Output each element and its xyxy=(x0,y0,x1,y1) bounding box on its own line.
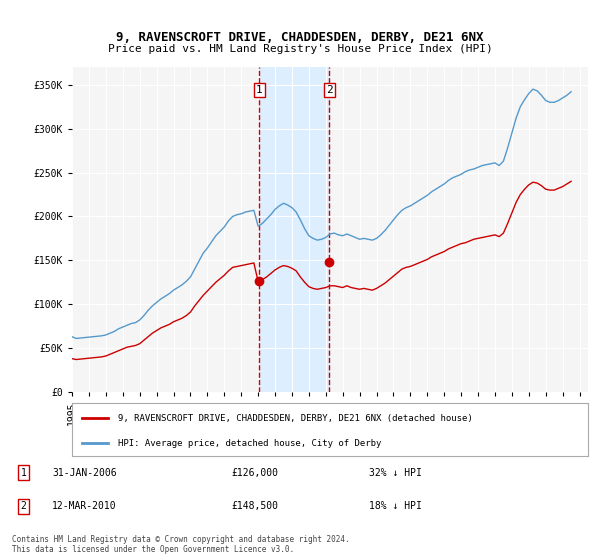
Text: Contains HM Land Registry data © Crown copyright and database right 2024.
This d: Contains HM Land Registry data © Crown c… xyxy=(12,535,350,554)
Text: 32% ↓ HPI: 32% ↓ HPI xyxy=(369,468,422,478)
Text: 12-MAR-2010: 12-MAR-2010 xyxy=(52,501,117,511)
Text: 2: 2 xyxy=(20,501,26,511)
Text: Price paid vs. HM Land Registry's House Price Index (HPI): Price paid vs. HM Land Registry's House … xyxy=(107,44,493,54)
Text: 1: 1 xyxy=(20,468,26,478)
Text: 1: 1 xyxy=(256,85,263,95)
Text: 9, RAVENSCROFT DRIVE, CHADDESDEN, DERBY, DE21 6NX (detached house): 9, RAVENSCROFT DRIVE, CHADDESDEN, DERBY,… xyxy=(118,414,473,423)
Bar xyxy=(259,67,329,392)
Text: 18% ↓ HPI: 18% ↓ HPI xyxy=(369,501,422,511)
Text: HPI: Average price, detached house, City of Derby: HPI: Average price, detached house, City… xyxy=(118,438,382,447)
Text: 2: 2 xyxy=(326,85,332,95)
Text: £148,500: £148,500 xyxy=(231,501,278,511)
Text: 9, RAVENSCROFT DRIVE, CHADDESDEN, DERBY, DE21 6NX: 9, RAVENSCROFT DRIVE, CHADDESDEN, DERBY,… xyxy=(116,31,484,44)
Text: £126,000: £126,000 xyxy=(231,468,278,478)
Text: 31-JAN-2006: 31-JAN-2006 xyxy=(52,468,117,478)
